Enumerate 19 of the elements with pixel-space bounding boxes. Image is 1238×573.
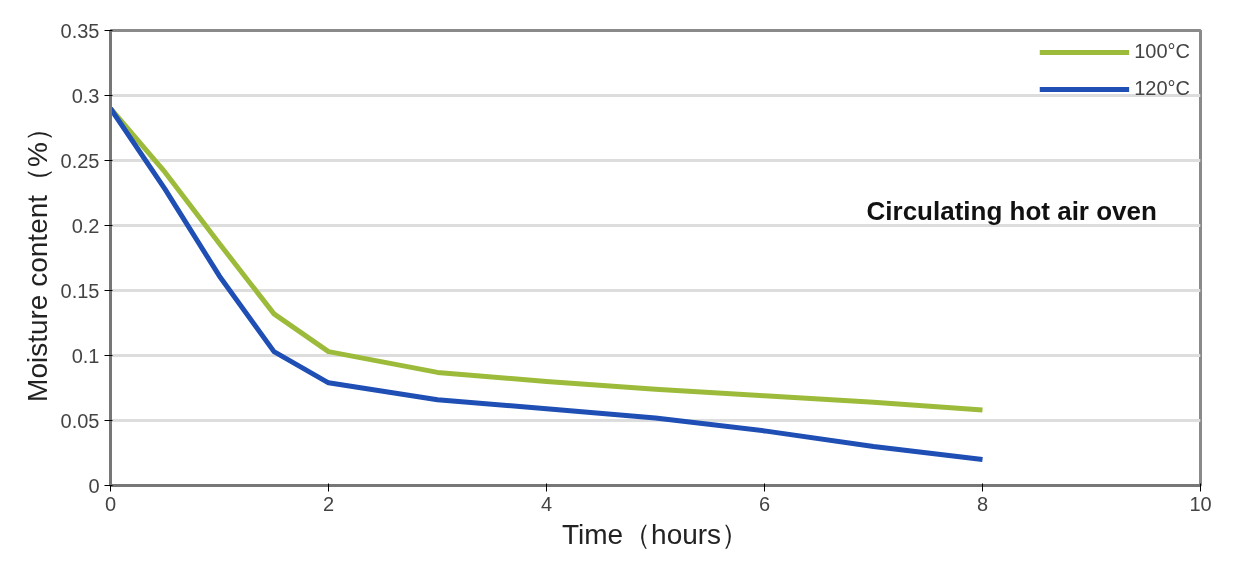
legend-label: 100°C [1134, 40, 1190, 63]
x-tick-label: 8 [976, 492, 989, 515]
legend-label: 120°C [1134, 77, 1190, 100]
y-tick-label: 0.2 [71, 214, 100, 237]
y-axis-title: Moisture content（%） [21, 114, 53, 402]
x-axis-title: Time（hours） [561, 518, 750, 550]
y-tick-label: 0.15 [60, 279, 100, 302]
x-tick-label: 10 [1189, 492, 1212, 515]
y-tick-label: 0.05 [60, 409, 100, 432]
x-tick-label: 0 [104, 492, 117, 515]
x-tick-label: 2 [322, 492, 335, 515]
x-tick-label: 4 [540, 492, 553, 515]
y-tick-label: 0.1 [71, 344, 100, 367]
y-tick-label: 0.35 [60, 19, 100, 42]
y-tick-label: 0.25 [60, 149, 100, 172]
annotation: Circulating hot air oven [866, 195, 1157, 226]
y-tick-label: 0 [88, 474, 100, 497]
x-tick-label: 6 [758, 492, 771, 515]
y-tick-label: 0.3 [71, 84, 100, 107]
